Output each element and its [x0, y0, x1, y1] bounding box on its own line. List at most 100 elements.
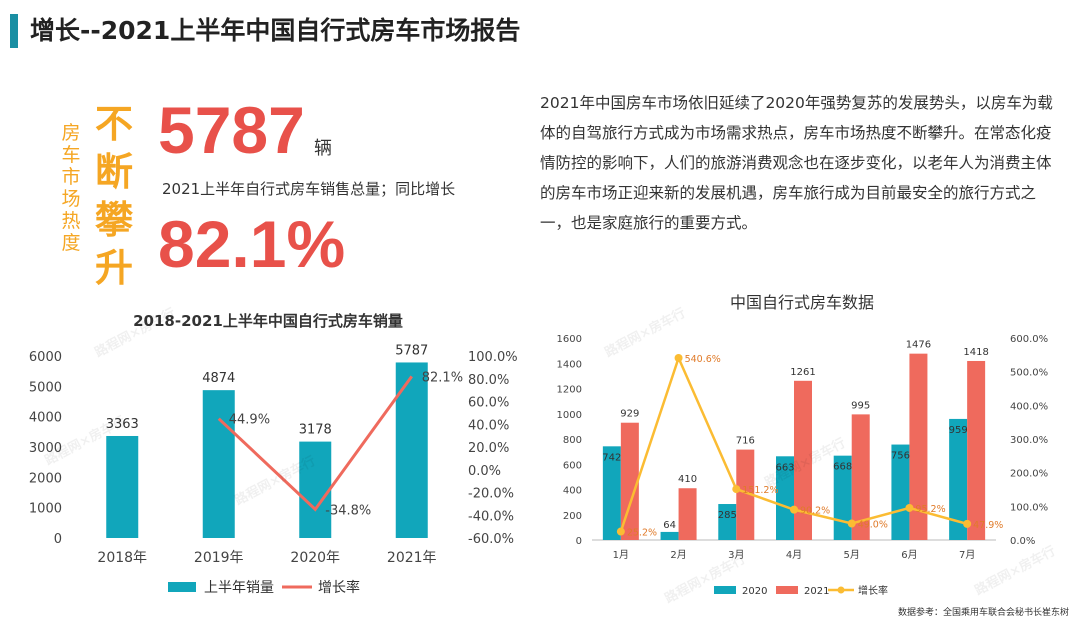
growth-data-label: 540.6%: [685, 354, 721, 365]
legend-label-growth: 增长率: [858, 584, 888, 597]
bar-data-label-2020: 285: [718, 510, 737, 521]
growth-data-label: 47.9%: [973, 520, 1003, 531]
y-tick-label: 2000: [29, 471, 62, 486]
bar-data-label-2021: 1418: [963, 347, 988, 358]
growth-data-label: 25.2%: [627, 528, 657, 539]
growth-point: [674, 353, 683, 362]
y2-tick-label: 60.0%: [468, 396, 509, 411]
y-tick-label: 600: [563, 460, 582, 471]
chart-title: 2018-2021上半年中国自行式房车销量: [133, 312, 403, 330]
bar-data-label-2020: 756: [891, 451, 910, 462]
growth-point: [732, 485, 741, 494]
legend-swatch-2020: [714, 586, 736, 594]
sales-description: 2021上半年自行式房车销售总量；同比增长: [162, 180, 456, 198]
vertical-slogan: 不断攀升: [94, 102, 133, 290]
y2-tick-label: 400.0%: [1010, 401, 1048, 412]
y-tick-label: 1400: [557, 359, 582, 370]
y2-tick-label: -40.0%: [468, 509, 514, 524]
y2-tick-label: 100.0%: [468, 350, 518, 365]
growth-point: [790, 505, 798, 514]
data-source-note: 数据参考：全国乘用车联合会秘书长崔东树: [898, 608, 1070, 618]
y-tick-label: 400: [563, 486, 582, 497]
growth-data-label: 95.2%: [915, 504, 945, 515]
y-tick-label: 6000: [29, 350, 62, 365]
legend-label-sales: 上半年销量: [204, 580, 274, 596]
y2-tick-label: 0.0%: [1010, 536, 1035, 547]
growth-point: [616, 527, 625, 536]
bar-2020: [718, 504, 737, 540]
x-tick-label: 1月: [613, 549, 629, 561]
bar-data-label-2021: 1476: [906, 340, 931, 351]
y-tick-label: 1600: [557, 334, 582, 345]
bar: [202, 390, 235, 538]
bar-2021: [851, 414, 870, 540]
bar-data-label-2020: 668: [833, 462, 852, 473]
legend-label-2020: 2020: [742, 586, 767, 597]
bar-data-label: 3178: [299, 423, 332, 438]
bar-2020: [660, 531, 679, 540]
growth-data-label: 90.2%: [800, 506, 830, 517]
y2-tick-label: 80.0%: [468, 373, 509, 388]
y-tick-label: 1000: [29, 502, 62, 517]
legend-label-growth: 增长率: [318, 579, 360, 596]
x-tick-label: 2018年: [97, 550, 147, 566]
x-tick-label: 2020年: [290, 550, 340, 566]
growth-point: [905, 503, 914, 512]
y-tick-label: 800: [563, 435, 582, 446]
total-sales-unit: 辆: [314, 138, 332, 159]
legend-swatch-sales: [168, 582, 196, 592]
y2-tick-label: 0.0%: [468, 464, 501, 479]
y2-tick-label: -20.0%: [468, 487, 514, 502]
bar: [299, 441, 332, 538]
bar-data-label-2021: 929: [620, 409, 639, 420]
bar-2021: [678, 488, 697, 540]
bar-data-label-2020: 959: [949, 425, 968, 436]
y2-tick-label: -60.0%: [468, 532, 514, 547]
bar: [395, 362, 428, 538]
bar-data-label-2021: 716: [736, 436, 755, 447]
bar-data-label-2021: 995: [851, 400, 870, 411]
annual-sales-chart: 2018-2021上半年中国自行式房车销量 0 1000 2000 3000 4000 50…: [29, 312, 518, 596]
bar-data-label-2020: 742: [602, 452, 621, 463]
legend-swatch-2021: [776, 586, 798, 594]
y-tick-label: 0: [576, 536, 582, 547]
y2-tick-label: 300.0%: [1010, 435, 1048, 446]
market-paragraph: 2021年中国房车市场依旧延续了2020年强势复苏的发展势头，以房车为载体的自驾…: [540, 94, 1053, 232]
bar-2021: [736, 449, 755, 540]
bar-data-label-2021: 1261: [790, 367, 815, 378]
legend-swatch-growth-dot: [837, 586, 845, 594]
bar-2020: [891, 444, 910, 540]
y-tick-label: 5000: [29, 380, 62, 395]
growth-data-label: 82.1%: [422, 370, 463, 385]
y-tick-label: 200: [563, 511, 582, 522]
y-tick-label: 1200: [557, 385, 582, 396]
y2-tick-label: 200.0%: [1010, 469, 1048, 480]
bar-data-label-2020: 64: [663, 520, 676, 531]
y-tick-label: 1000: [557, 410, 582, 421]
bar-2021: [909, 353, 928, 540]
vertical-label: 房车市场热度: [61, 122, 81, 254]
total-sales-number: 5787: [158, 93, 305, 167]
bar-2021: [620, 422, 639, 540]
title-accent-bar: [10, 14, 18, 48]
growth-data-label: 49.0%: [858, 520, 888, 531]
growth-point: [847, 519, 856, 528]
page-title: 增长--2021上半年中国自行式房车市场报告: [30, 16, 521, 45]
growth-data-label: -34.8%: [325, 503, 371, 518]
monthly-data-chart: 中国自行式房车数据 0 200 400 600 800 1000 1200 1400 1600 0.…: [557, 293, 1049, 597]
bar-data-label: 4874: [202, 371, 235, 386]
x-tick-label: 2021年: [387, 550, 437, 566]
bar-data-label: 5787: [395, 343, 428, 358]
y2-tick-label: 40.0%: [468, 418, 509, 433]
growth-line: [217, 375, 413, 512]
x-tick-label: 3月: [728, 549, 744, 561]
growth-data-label: 44.9%: [229, 413, 270, 428]
y-tick-label: 3000: [29, 441, 62, 456]
y2-tick-label: 20.0%: [468, 441, 509, 456]
bar-data-label: 3363: [106, 417, 139, 432]
bar-2020: [949, 418, 968, 540]
bar-2020: [833, 455, 852, 540]
bar-2020: [602, 446, 621, 540]
bar-2021: [794, 380, 812, 540]
bar: [106, 435, 139, 538]
